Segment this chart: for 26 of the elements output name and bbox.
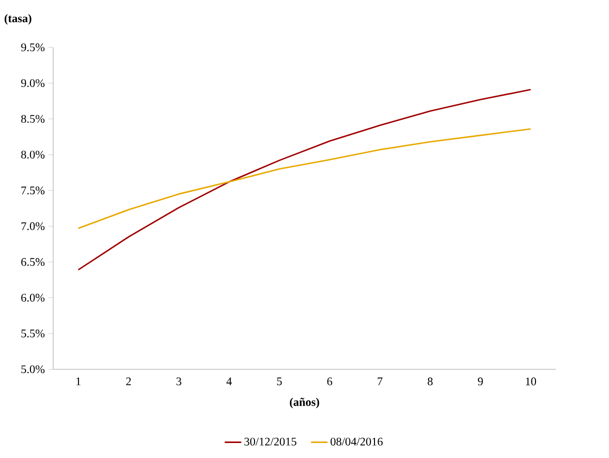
- x-tick-label: 8: [428, 377, 433, 386]
- legend-label: 30/12/2015: [244, 438, 296, 446]
- line-series: [78, 88, 532, 270]
- y-tick-label: 7.0%: [22, 222, 45, 230]
- x-tick-label: 4: [226, 377, 232, 386]
- legend-label: 08/04/2016: [330, 438, 383, 446]
- y-tick-label: 8.5%: [21, 114, 45, 123]
- y-tick-label: 9.5%: [21, 43, 45, 52]
- y-tick-label: 6.0%: [21, 294, 45, 302]
- x-tick-label: 5: [277, 377, 282, 386]
- x-tick-label: 2: [126, 377, 131, 386]
- x-tick-label: 1: [76, 377, 81, 386]
- line-series: [78, 128, 532, 229]
- x-tick-label: 6: [327, 377, 332, 386]
- y-tick-label: 9.0%: [21, 79, 45, 87]
- y-tick-label: 6.5%: [21, 258, 45, 266]
- y-tick-label: 5.5%: [21, 329, 45, 338]
- y-tick-label: 8.0%: [21, 150, 45, 159]
- x-tick-label: 3: [176, 377, 182, 386]
- x-tick-label: 10: [526, 377, 536, 386]
- y-tick-label: 7.5%: [22, 186, 45, 194]
- x-tick-label: 7: [378, 377, 382, 386]
- y-tick-label: 5.0%: [21, 365, 45, 374]
- x-tick-label: 9: [478, 377, 483, 386]
- y-axis-title: (tasa): [4, 14, 32, 25]
- x-axis-title: (años): [290, 398, 320, 408]
